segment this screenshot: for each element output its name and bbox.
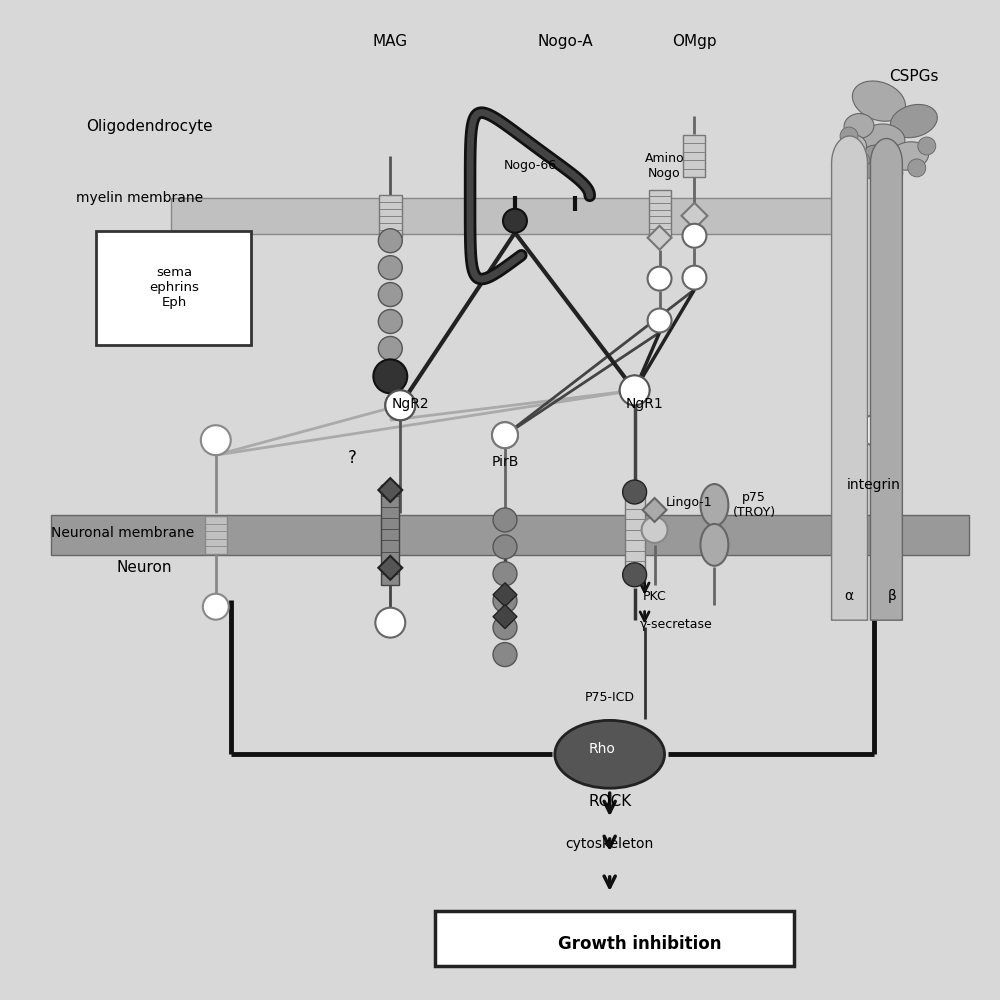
Text: Neuronal membrane: Neuronal membrane (51, 526, 194, 540)
Text: OMgp: OMgp (672, 34, 717, 49)
Text: cytoskeleton: cytoskeleton (566, 837, 654, 851)
Circle shape (385, 390, 415, 420)
Bar (379, 195, 402, 237)
Circle shape (492, 422, 518, 448)
Circle shape (378, 229, 402, 253)
Circle shape (493, 616, 517, 640)
Circle shape (373, 359, 407, 393)
Text: P75-ICD: P75-ICD (585, 691, 635, 704)
Circle shape (852, 152, 870, 170)
Ellipse shape (700, 524, 728, 566)
Ellipse shape (889, 142, 929, 170)
Ellipse shape (555, 720, 665, 788)
Ellipse shape (700, 484, 728, 526)
Bar (205, 516, 227, 554)
Bar (96, 231, 251, 345)
Text: γ-secretase: γ-secretase (640, 618, 712, 631)
Text: Nogo-66: Nogo-66 (503, 159, 556, 172)
Polygon shape (493, 583, 517, 607)
Circle shape (203, 594, 229, 620)
Ellipse shape (862, 145, 896, 171)
Text: Growth inhibition: Growth inhibition (558, 935, 721, 953)
Circle shape (493, 643, 517, 667)
Ellipse shape (844, 114, 874, 139)
Circle shape (493, 508, 517, 532)
Text: Amino
Nogo: Amino Nogo (645, 152, 684, 180)
Text: Neuron: Neuron (116, 560, 172, 575)
Polygon shape (643, 498, 667, 522)
Circle shape (859, 415, 889, 445)
Circle shape (682, 266, 706, 290)
Bar (51, 515, 969, 555)
Polygon shape (681, 203, 707, 229)
Text: Nogo-A: Nogo-A (537, 34, 593, 49)
Polygon shape (378, 556, 402, 580)
Polygon shape (493, 605, 517, 629)
Circle shape (492, 422, 518, 448)
Bar (435, 911, 794, 966)
Circle shape (918, 137, 936, 155)
Text: ROCK: ROCK (588, 794, 631, 809)
Circle shape (642, 517, 668, 543)
Text: sema
ephrins
Eph: sema ephrins Eph (149, 266, 199, 309)
Text: PirB: PirB (491, 455, 519, 469)
Circle shape (682, 224, 706, 248)
Text: β: β (888, 589, 896, 603)
Circle shape (493, 562, 517, 586)
Text: MAG: MAG (373, 34, 408, 49)
Text: myelin membrane: myelin membrane (76, 191, 203, 205)
Text: NgR2: NgR2 (391, 397, 429, 411)
Circle shape (201, 425, 231, 455)
Text: Rho: Rho (588, 742, 615, 756)
Text: CSPGs: CSPGs (889, 69, 939, 84)
Circle shape (378, 256, 402, 280)
Text: integrin: integrin (847, 478, 901, 492)
Circle shape (908, 159, 926, 177)
Bar (683, 135, 705, 177)
Circle shape (840, 127, 858, 145)
Ellipse shape (863, 124, 905, 154)
Circle shape (865, 162, 883, 180)
Circle shape (623, 563, 647, 587)
Bar (649, 190, 671, 236)
Circle shape (648, 309, 672, 332)
Circle shape (493, 589, 517, 613)
Polygon shape (648, 226, 672, 250)
Text: NgR1: NgR1 (626, 397, 663, 411)
Circle shape (378, 336, 402, 360)
Circle shape (493, 535, 517, 559)
Ellipse shape (890, 104, 937, 138)
Circle shape (648, 267, 672, 291)
Text: Oligodendrocyte: Oligodendrocyte (86, 119, 213, 134)
Text: Lingo-1: Lingo-1 (666, 496, 713, 509)
Circle shape (385, 390, 415, 420)
Circle shape (378, 283, 402, 307)
Text: p75
(TROY): p75 (TROY) (733, 491, 776, 519)
Polygon shape (378, 478, 402, 502)
Bar (625, 488, 645, 582)
Ellipse shape (842, 135, 866, 157)
Circle shape (378, 310, 402, 333)
Bar (381, 485, 399, 585)
Text: ?: ? (348, 449, 357, 467)
Circle shape (375, 608, 405, 638)
Circle shape (503, 209, 527, 233)
Circle shape (620, 375, 650, 405)
Bar (171, 198, 864, 234)
Circle shape (885, 164, 903, 182)
Text: PKC: PKC (643, 590, 666, 603)
Circle shape (623, 480, 647, 504)
Ellipse shape (852, 81, 906, 121)
Text: α: α (844, 589, 854, 603)
Polygon shape (620, 375, 650, 405)
